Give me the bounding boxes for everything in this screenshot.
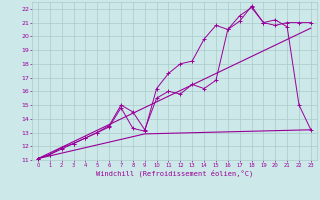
X-axis label: Windchill (Refroidissement éolien,°C): Windchill (Refroidissement éolien,°C): [96, 170, 253, 177]
